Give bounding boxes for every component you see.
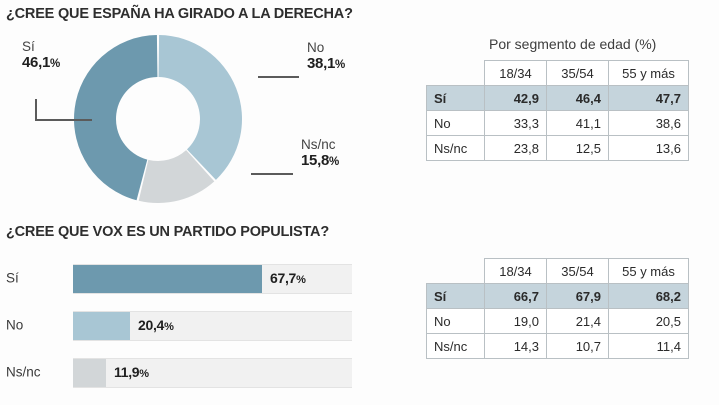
donut-label-si-value: 46,1% [22,53,60,71]
table-1-cell-0-0: 42,9 [484,85,547,111]
table-1-header-row: 18/34 35/54 55 y más [427,60,689,86]
table-2-cell-2-1: 10,7 [546,333,609,359]
donut-label-no-value: 38,1% [307,54,345,72]
table-1-col-header-0: 18/34 [484,60,547,86]
table-1-col-header-2: 55 y más [608,60,689,86]
leader-line-si-horizontal [35,119,92,121]
table-1-cell-1-1: 41,1 [546,110,609,136]
table-2-cell-1-1: 21,4 [546,308,609,334]
bar-track-nsnc [73,358,352,388]
section-2-title: ¿CREE QUE VOX ES UN PARTIDO POPULISTA? [6,224,329,240]
donut-label-nsnc-value: 15,8% [301,151,339,169]
bar-label-nsnc: Ns/nc [6,364,41,380]
table-2-cell-0-0: 66,7 [484,283,547,309]
bar-label-si: Sí [6,270,19,286]
table-2-header-row: 18/34 35/54 55 y más [427,258,689,284]
bar-label-no: No [6,317,24,333]
table-row: No 19,0 21,4 20,5 [426,308,689,334]
bar-value-nsnc: 11,9% [114,364,149,380]
donut-label-no: No 38,1% [307,40,345,72]
table-2-cell-2-2: 11,4 [608,333,689,359]
table-2-cell-0-1: 67,9 [546,283,609,309]
donut-chart-svg [74,35,242,203]
donut-slice-si [74,35,158,201]
bar-row-si: Sí 67,7% [0,264,360,294]
bar-row-nsnc: Ns/nc 11,9% [0,358,360,388]
table-1-cell-2-1: 12,5 [546,135,609,161]
table-row: Sí 42,9 46,4 47,7 [426,85,689,111]
table-row: Sí 66,7 67,9 68,2 [426,283,689,309]
table-row: Ns/nc 23,8 12,5 13,6 [426,135,689,161]
table-1-cell-1-2: 38,6 [608,110,689,136]
leader-line-si-vertical [35,99,37,121]
table-1-cell-2-0: 23,8 [484,135,547,161]
table-2-cell-1-2: 20,5 [608,308,689,334]
leader-line-no [258,76,299,78]
donut-label-si: Sí 46,1% [22,39,60,71]
table-1-cell-1-0: 33,3 [484,110,547,136]
bar-chart: Sí 67,7% No 20,4% Ns/nc 11,9% [0,264,360,400]
table-2-col-header-1: 35/54 [546,258,609,284]
table-1-caption: Por segmento de edad (%) [489,36,657,52]
table-1-cell-0-2: 47,7 [608,85,689,111]
table-1-col-header-1: 35/54 [546,60,609,86]
bar-fill-no [73,312,130,340]
table-2-cell-0-2: 68,2 [608,283,689,309]
donut-label-no-category: No [307,40,325,55]
table-2-col-header-2: 55 y más [608,258,689,284]
table-1-wrapper: 18/34 35/54 55 y más Sí 42,9 46,4 47,7 N… [426,60,689,161]
table-2-corner-cell [427,259,485,284]
donut-slice-nsnc [138,150,215,203]
table-2-col-header-0: 18/34 [484,258,547,284]
bar-fill-si [73,265,262,293]
table-1-corner-cell [427,61,485,86]
table-1-row-label-2: Ns/nc [426,135,485,161]
table-2-row-label-0: Sí [426,283,485,309]
bar-row-no: No 20,4% [0,311,360,341]
leader-line-nsnc [251,173,293,175]
table-row: No 33,3 41,1 38,6 [426,110,689,136]
bar-track-si [73,264,352,294]
donut-label-nsnc-category: Ns/nc [301,137,336,152]
bar-fill-nsnc [73,359,106,387]
table-2-wrapper: 18/34 35/54 55 y más Sí 66,7 67,9 68,2 N… [426,258,689,359]
table-row: Ns/nc 14,3 10,7 11,4 [426,333,689,359]
bar-track-no [73,311,352,341]
bar-value-no: 20,4% [138,317,174,333]
age-segment-table-2: 18/34 35/54 55 y más Sí 66,7 67,9 68,2 N… [426,258,689,359]
age-segment-table-1: 18/34 35/54 55 y más Sí 42,9 46,4 47,7 N… [426,60,689,161]
bar-value-si: 67,7% [270,270,306,286]
table-2-cell-1-0: 19,0 [484,308,547,334]
donut-label-nsnc: Ns/nc 15,8% [301,137,339,169]
table-2-cell-2-0: 14,3 [484,333,547,359]
table-1-row-label-1: No [426,110,485,136]
section-1-title: ¿CREE QUE ESPAÑA HA GIRADO A LA DERECHA? [6,6,353,22]
table-2-row-label-1: No [426,308,485,334]
table-2-row-label-2: Ns/nc [426,333,485,359]
donut-slice-no [158,35,242,180]
donut-chart [58,33,258,205]
table-1-row-label-0: Sí [426,85,485,111]
table-1-cell-0-1: 46,4 [546,85,609,111]
donut-label-si-category: Sí [22,39,35,54]
table-1-cell-2-2: 13,6 [608,135,689,161]
